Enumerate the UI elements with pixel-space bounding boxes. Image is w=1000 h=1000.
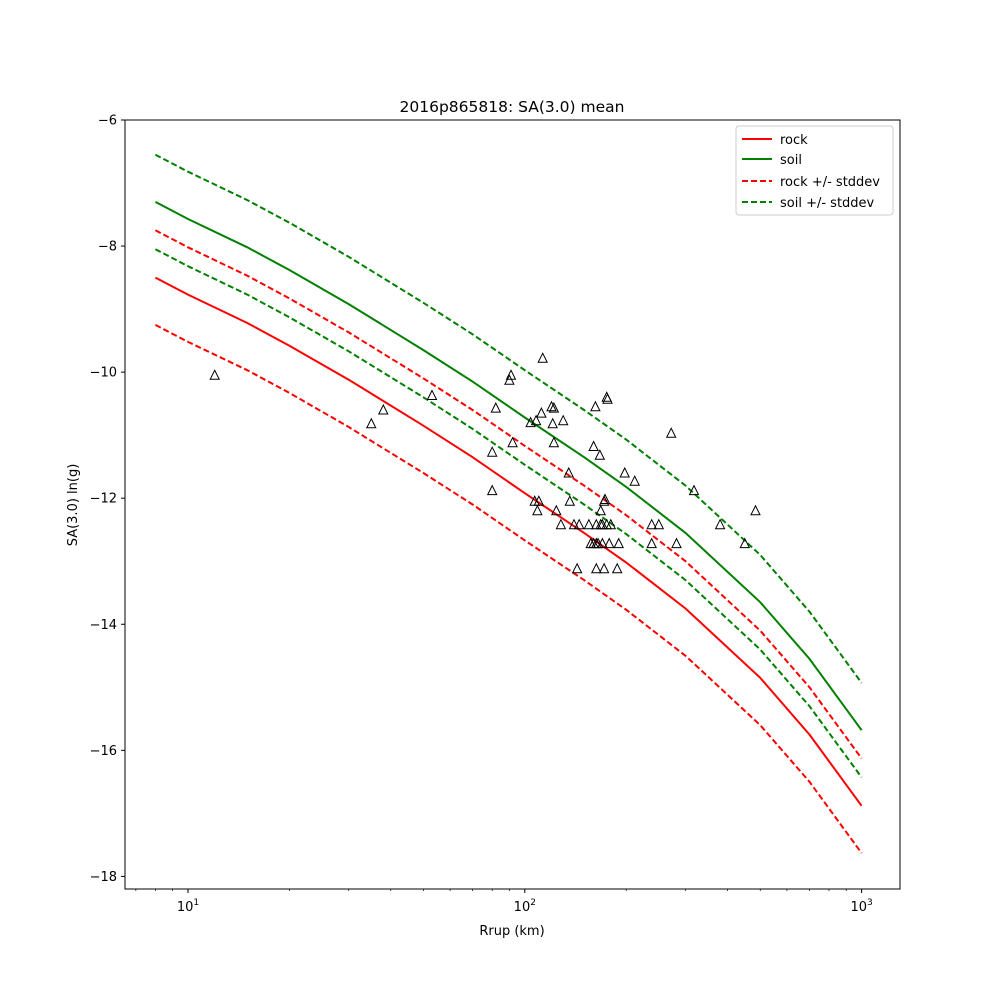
observation-marker bbox=[548, 436, 560, 448]
series-line-5 bbox=[154, 248, 863, 778]
observation-marker bbox=[619, 466, 631, 478]
legend-box bbox=[735, 125, 894, 216]
observation-marker bbox=[546, 400, 557, 412]
y-axis: −18 −16 −14 −12 −10 −8 −6 bbox=[90, 114, 125, 885]
observation-marker bbox=[505, 369, 517, 380]
y-tick-label: −10 bbox=[90, 366, 117, 381]
x-axis: 101 102 103 bbox=[135, 889, 873, 915]
series-line-2-rock-stddev bbox=[154, 229, 863, 760]
observation-marker bbox=[599, 493, 611, 504]
observation-marker bbox=[646, 518, 658, 530]
observation-marker bbox=[209, 369, 221, 380]
observation-marker bbox=[571, 562, 583, 574]
observation-marker bbox=[750, 504, 761, 516]
y-tick-label: −12 bbox=[90, 492, 117, 507]
observation-marker bbox=[583, 518, 595, 530]
observation-marker bbox=[597, 537, 608, 549]
observation-marker bbox=[671, 537, 682, 549]
legend: rock soil rock +/- stddev soil +/- stdde… bbox=[735, 125, 894, 216]
observation-marker bbox=[426, 389, 438, 400]
legend-label-soil-stddev: soil +/- stddev bbox=[780, 196, 875, 211]
observation-marker bbox=[595, 504, 607, 516]
observation-marker bbox=[605, 518, 617, 530]
series-line-1-soil bbox=[154, 201, 863, 731]
legend-label-rock: rock bbox=[780, 133, 808, 148]
observation-marker bbox=[377, 403, 389, 415]
legend-label-rock-stddev: rock +/- stddev bbox=[780, 175, 880, 190]
observation-marker bbox=[590, 562, 602, 574]
y-tick-label: −16 bbox=[90, 744, 117, 759]
observation-marker bbox=[629, 475, 641, 486]
observation-marker bbox=[548, 401, 560, 413]
observation-marker bbox=[486, 484, 498, 496]
observation-marker bbox=[490, 401, 502, 413]
observation-marker bbox=[590, 400, 601, 412]
observation-marker bbox=[537, 352, 549, 363]
observation-marker bbox=[665, 427, 677, 438]
observation-marker bbox=[536, 406, 547, 418]
observation-marker bbox=[530, 414, 542, 426]
observation-marker bbox=[714, 518, 726, 530]
observation-marker bbox=[588, 440, 599, 451]
x-tick-label: 101 bbox=[177, 898, 199, 915]
legend-label-soil: soil bbox=[780, 153, 802, 168]
observation-marker bbox=[594, 449, 606, 460]
plot-frame bbox=[124, 119, 901, 890]
observation-marker bbox=[603, 537, 615, 549]
observation-marker bbox=[646, 537, 658, 549]
observation-marker bbox=[602, 393, 613, 404]
observation-marker bbox=[533, 495, 545, 506]
x-axis-label: Rrup (km) bbox=[479, 924, 544, 939]
y-tick-label: −14 bbox=[90, 618, 117, 633]
observation-marker bbox=[532, 504, 543, 516]
x-tick-label: 102 bbox=[514, 898, 536, 915]
observation-marker bbox=[547, 417, 559, 429]
observation-marker bbox=[688, 484, 700, 496]
observation-marker bbox=[564, 495, 576, 506]
observation-marker bbox=[486, 446, 498, 457]
chart-title: 2016p865818: SA(3.0) mean bbox=[400, 98, 625, 116]
observation-marker bbox=[598, 562, 610, 574]
observation-marker bbox=[568, 518, 580, 530]
observation-marker bbox=[507, 436, 518, 448]
observation-marker bbox=[653, 518, 665, 530]
observation-marker bbox=[613, 537, 625, 549]
curve-layer bbox=[154, 153, 863, 854]
y-axis-label: SA(3.0) ln(g) bbox=[66, 464, 81, 547]
y-tick-label: −18 bbox=[90, 870, 117, 885]
series-line-3 bbox=[154, 324, 863, 854]
observation-marker bbox=[557, 414, 569, 426]
series-line-4-soil-stddev bbox=[154, 153, 863, 684]
y-tick-label: −8 bbox=[98, 240, 117, 255]
observation-marker bbox=[739, 537, 751, 549]
observation-layer bbox=[209, 352, 761, 574]
observation-marker bbox=[365, 417, 377, 429]
observation-marker bbox=[555, 518, 567, 530]
x-tick-label: 103 bbox=[850, 898, 872, 915]
observation-marker bbox=[573, 518, 585, 530]
series-line-0-rock bbox=[154, 276, 863, 807]
observation-marker bbox=[563, 466, 575, 478]
y-tick-label: −6 bbox=[98, 114, 117, 129]
observation-marker bbox=[611, 562, 623, 574]
observation-marker bbox=[550, 504, 562, 516]
